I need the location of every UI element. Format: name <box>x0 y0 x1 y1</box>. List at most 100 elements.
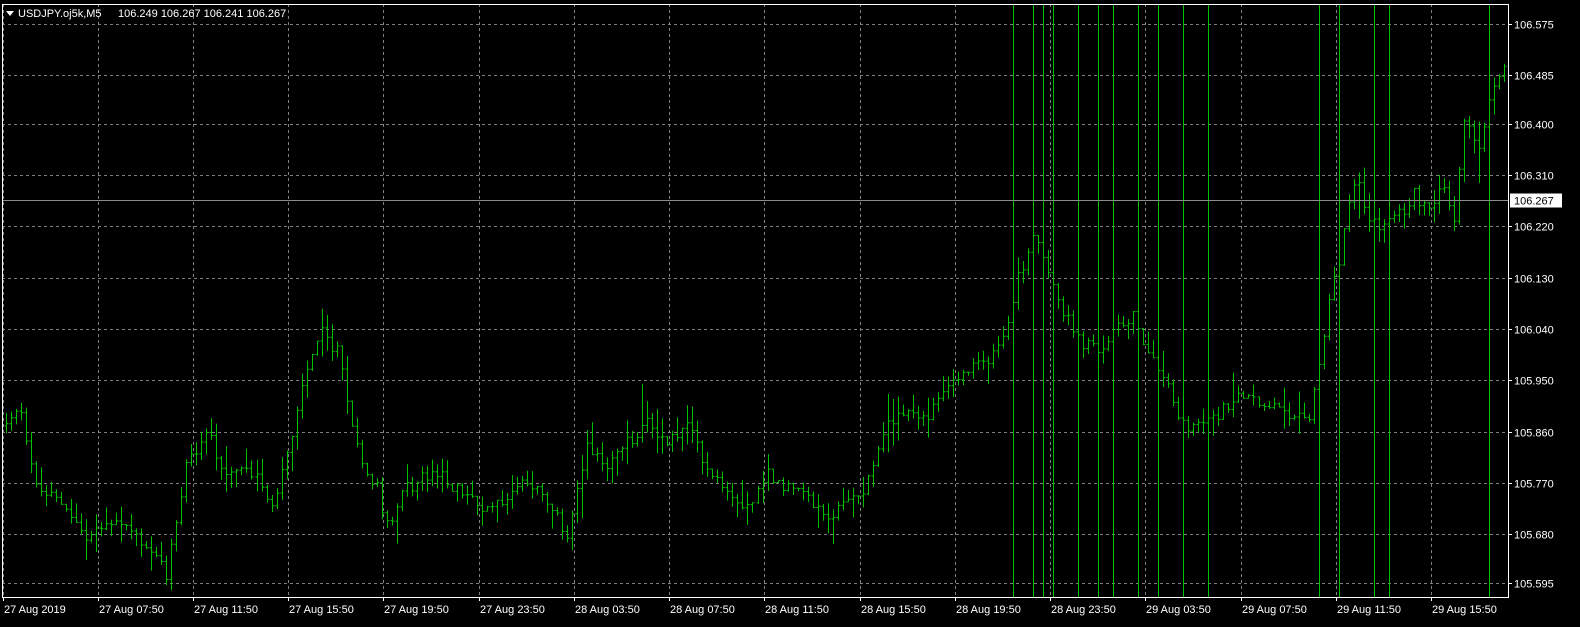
ohlc-bar <box>861 476 866 508</box>
ohlc-bar <box>1031 234 1036 255</box>
ohlc-bar <box>1011 300 1016 324</box>
current-price-tag: 106.267 <box>1510 193 1562 208</box>
ohlc-bar <box>375 478 380 488</box>
ohlc-bar <box>1181 416 1186 426</box>
ohlc-bar <box>229 466 234 488</box>
ohlc-bar <box>605 457 610 482</box>
ohlc-bar <box>685 405 690 445</box>
ohlc-bar <box>1076 326 1081 338</box>
ohlc-bar <box>936 392 941 412</box>
ohlc-bar <box>690 406 695 443</box>
ohlc-bar <box>1066 305 1071 326</box>
ohlc-bar <box>1377 208 1382 242</box>
ohlc-bar <box>320 308 325 357</box>
ohlc-bar <box>104 507 109 531</box>
ohlc-bar <box>660 418 665 454</box>
y-tick-label: 106.130 <box>1514 274 1554 286</box>
y-tick-label: 106.220 <box>1514 222 1554 234</box>
ohlc-bar <box>961 369 966 386</box>
ohlc-bar <box>996 335 1001 358</box>
ohlc-bar <box>1196 418 1201 433</box>
ohlc-bar <box>345 356 350 414</box>
ohlc-bar <box>265 484 270 503</box>
x-tick-label: 27 Aug 19:50 <box>384 604 449 616</box>
ohlc-bar <box>981 350 986 370</box>
ohlc-bar <box>164 555 169 585</box>
ohlc-bar <box>340 345 345 381</box>
ohlc-bar <box>350 400 355 427</box>
ohlc-bar <box>1492 77 1497 115</box>
ohlc-bar <box>305 360 310 398</box>
ohlc-bar <box>1221 401 1226 420</box>
ohlc-bar <box>941 376 946 402</box>
dropdown-arrow-icon[interactable] <box>6 11 14 16</box>
ohlc-bar <box>99 522 104 537</box>
ohlc-bar <box>420 466 425 492</box>
ohlc-bar <box>846 490 851 503</box>
ohlc-bar <box>465 485 470 505</box>
ohlc-bar <box>470 480 475 499</box>
ohlc-bar <box>730 482 735 507</box>
ohlc-bar <box>600 442 605 472</box>
ohlc-bar <box>570 510 575 551</box>
ohlc-bar <box>1106 335 1111 352</box>
ohlc-bar <box>295 406 300 450</box>
ohlc-bar <box>360 439 365 469</box>
ohlc-bar <box>745 491 750 525</box>
ohlc-bar <box>475 495 480 516</box>
ohlc-bar <box>189 444 194 467</box>
ohlc-bar <box>159 541 164 566</box>
ohlc-bar <box>991 343 996 369</box>
x-tick-label: 27 Aug 2019 <box>4 604 66 616</box>
ohlc-bar <box>14 408 19 425</box>
ohlc-bar <box>275 488 280 510</box>
ohlc-bar <box>1091 334 1096 347</box>
ohlc-bar <box>700 440 705 475</box>
ohlc-bar <box>715 469 720 484</box>
ohlc-bar <box>214 423 219 471</box>
ohlc-bar <box>89 530 94 543</box>
ohlc-bar <box>1126 318 1131 340</box>
ohlc-bar <box>315 340 320 356</box>
ohlc-bar <box>1487 89 1492 145</box>
ohlc-bar <box>390 516 395 526</box>
ohlc-bar <box>1006 315 1011 341</box>
ohlc-bar <box>1051 263 1056 300</box>
ohlc-bar <box>1282 387 1287 429</box>
ohlc-bar <box>144 541 149 550</box>
x-tick-label: 29 Aug 15:50 <box>1432 604 1497 616</box>
ohlc-bar <box>555 507 560 516</box>
ohlc-bar <box>921 410 926 427</box>
ohlc-bar <box>425 465 430 493</box>
ohlc-bar <box>380 477 385 520</box>
x-tick-label: 27 Aug 11:50 <box>194 604 258 616</box>
ohlc-bar <box>761 470 766 504</box>
ohlc-bar <box>1111 317 1116 362</box>
ohlc-bar <box>886 393 891 453</box>
ohlc-bar <box>1186 415 1191 439</box>
ohlc-bar <box>831 509 836 545</box>
ohlc-bar <box>1352 179 1357 210</box>
ohlc-bar <box>129 514 134 540</box>
ohlc-bar <box>806 486 811 503</box>
ohlc-bar <box>911 394 916 419</box>
ohlc-bar <box>4 412 9 434</box>
ohlc-bar <box>1367 193 1372 233</box>
ohlc-bar <box>59 491 64 505</box>
x-tick-label: 27 Aug 23:50 <box>480 604 545 616</box>
ohlc-bar <box>1292 414 1297 421</box>
ohlc-bar <box>1257 396 1262 408</box>
x-tick-label: 27 Aug 07:50 <box>99 604 164 616</box>
ohlc-bar <box>1267 400 1272 409</box>
ohlc-bar <box>244 448 249 473</box>
ohlc-bar <box>500 489 505 507</box>
ohlc-bar <box>1226 403 1231 413</box>
ohlc-bar <box>255 459 260 492</box>
ohlc-bar <box>430 459 435 487</box>
ohlc-bar <box>1046 249 1051 279</box>
ohlc-bar <box>871 460 876 487</box>
ohlc-bar <box>1372 210 1377 222</box>
y-tick-label: 105.770 <box>1514 479 1554 491</box>
